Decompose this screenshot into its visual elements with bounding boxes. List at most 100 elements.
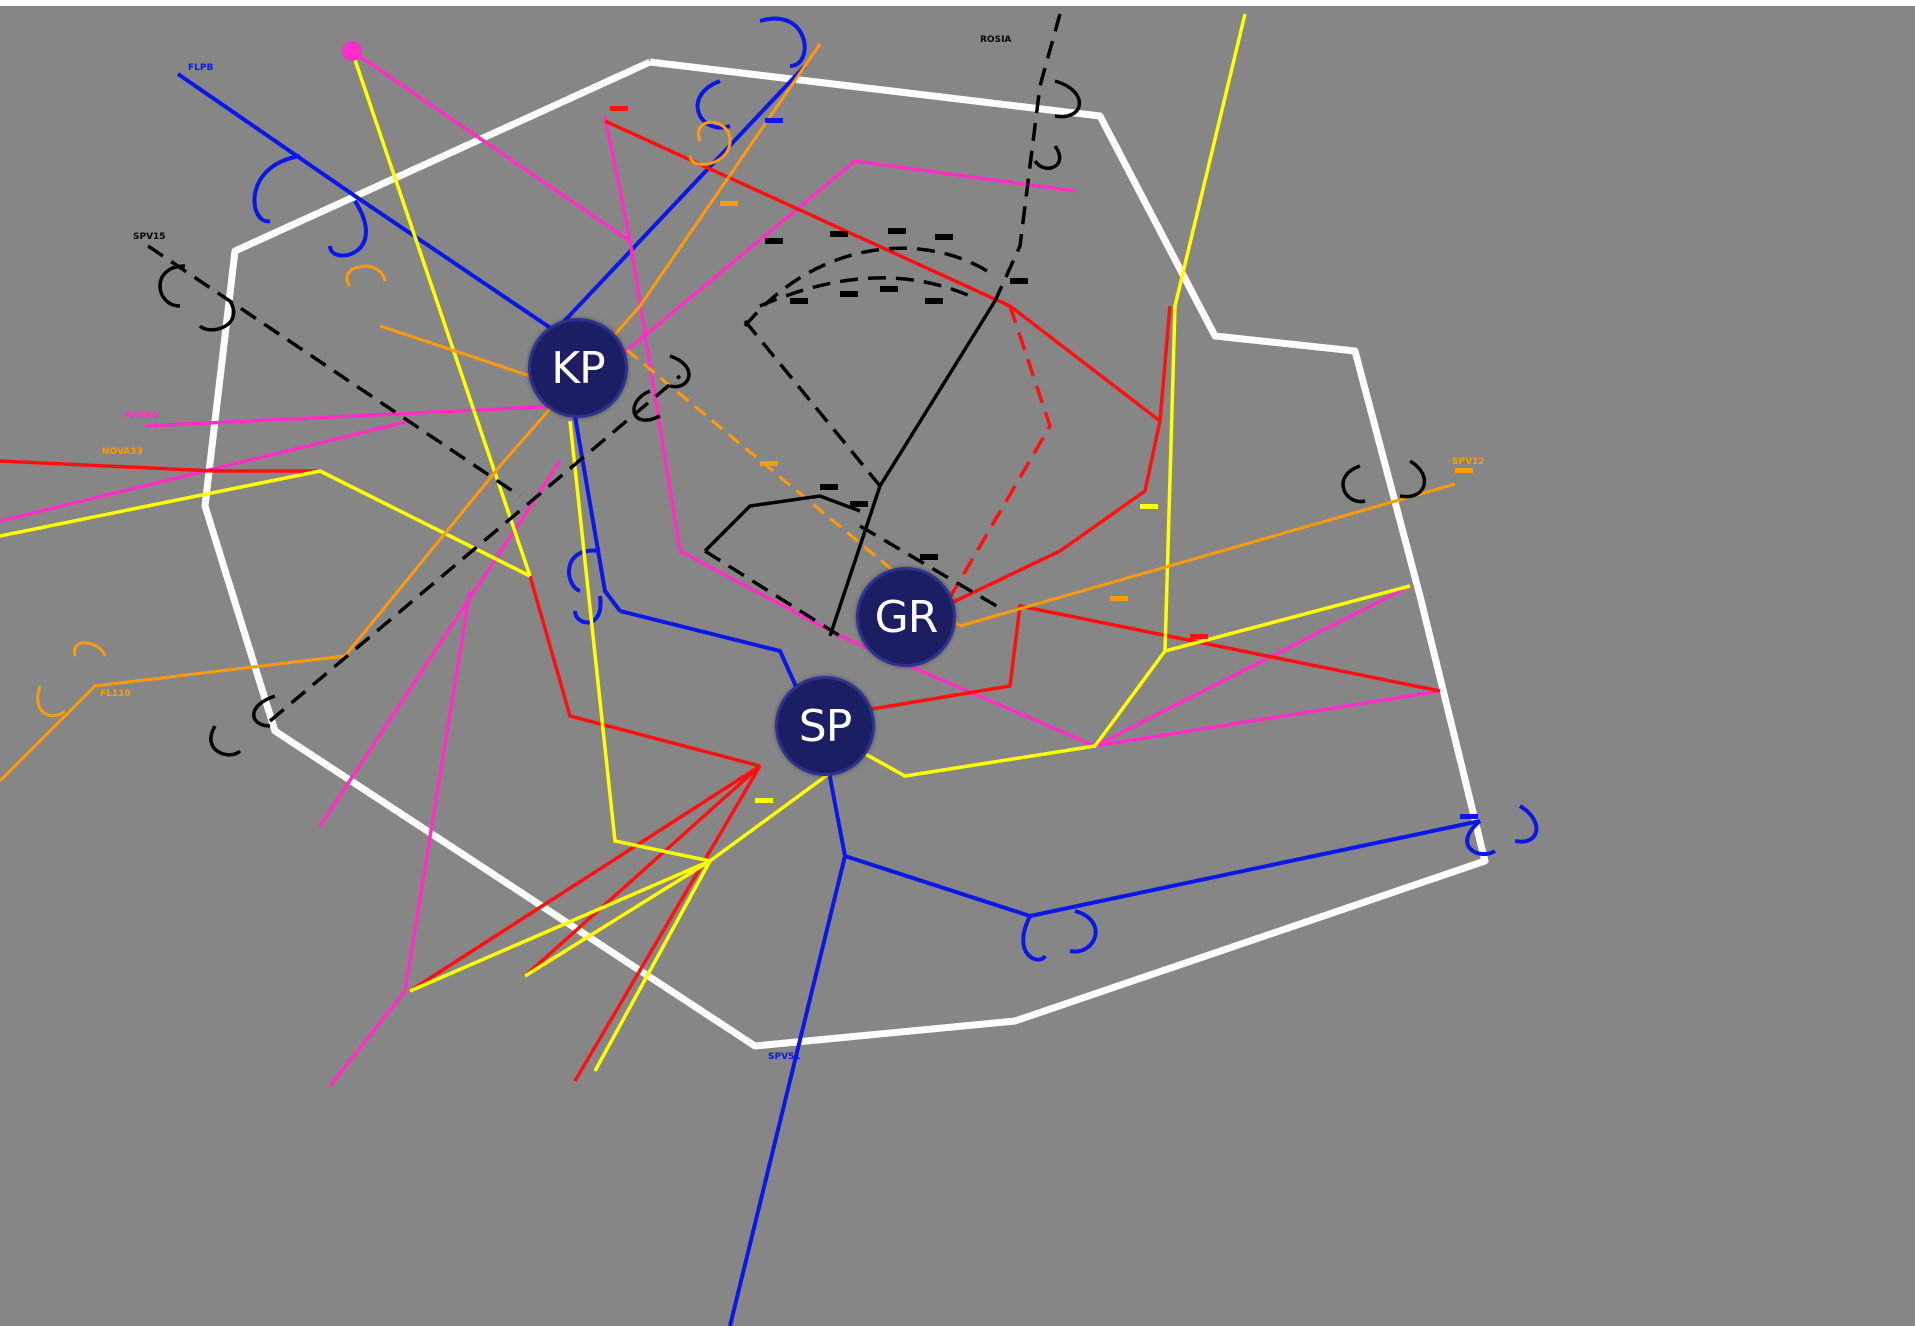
yellow-routes [0, 13, 1411, 1072]
waypoint-black-2 [830, 231, 848, 237]
fix-label-spv12: SPV12 [1452, 457, 1485, 467]
hub-marker-kp[interactable]: KP [528, 318, 628, 418]
black-route-east-dash [859, 524, 1006, 613]
waypoint-red-1 [610, 106, 628, 111]
blue-route-east [844, 819, 1481, 919]
waypoint-red-2 [1190, 634, 1208, 639]
yellow-route-south [568, 420, 711, 863]
waypoints [342, 41, 1478, 819]
hub-label: SP [798, 700, 852, 752]
fix-label-spv15: SPV15 [133, 232, 166, 242]
red-route-ne [1158, 305, 1172, 422]
waypoint-orange-2 [760, 461, 778, 466]
blue-hold-2 [328, 199, 368, 258]
waypoint-black-1 [765, 238, 783, 244]
waypoint-black-3 [888, 228, 906, 234]
black-route-diag-dash [743, 319, 882, 488]
red-route-dash [943, 305, 1052, 607]
blue-routes [176, 16, 1539, 1326]
waypoint-yellow-2 [755, 798, 773, 803]
orange-hold-1 [688, 120, 732, 166]
magenta-route-west [144, 159, 1076, 428]
yellow-route-sw3 [593, 860, 712, 1072]
black-hold-3 [632, 389, 661, 422]
magenta-routes [0, 49, 1441, 1088]
sector-boundary [201, 58, 1489, 1050]
black-arc-outer-dash [743, 246, 996, 328]
red-route-sw1 [409, 764, 761, 993]
blue-hold-6 [573, 595, 603, 625]
waypoint-orange-4 [1455, 468, 1473, 473]
magenta-route-top [351, 49, 631, 243]
blue-hold-8 [1069, 909, 1098, 954]
black-hold-9 [252, 694, 276, 728]
route-chart: FLPB RA66G NOVA33 FL110 SPV15 SPV51 SPV1… [0, 13, 1539, 1326]
red-routes [0, 119, 1441, 1082]
fix-label-nova33: NOVA33 [102, 447, 143, 457]
waypoint-black-11 [850, 501, 868, 507]
red-route-north [604, 119, 1162, 608]
orange-route-east [959, 482, 1456, 628]
fix-label-ra66g: RA66G [125, 411, 159, 421]
yellow-route-nw [350, 50, 532, 577]
waypoint-black-7 [925, 298, 943, 304]
orange-hold-2 [345, 264, 387, 287]
black-hold-5 [1054, 79, 1082, 119]
waypoint-black-5 [1010, 278, 1028, 284]
blue-hold-10 [1514, 804, 1539, 844]
waypoint-black-8 [840, 291, 858, 297]
fix-label-flpb: FLPB [188, 63, 213, 73]
hub-marker-sp[interactable]: SP [775, 676, 875, 776]
blue-hold-7 [1021, 915, 1047, 962]
waypoint-blue-1 [765, 118, 783, 123]
black-hold-2 [198, 300, 236, 332]
black-route-sw-dash [268, 374, 682, 723]
waypoint-black-10 [820, 484, 838, 490]
yellow-route-west [0, 469, 531, 578]
black-hold-10 [209, 725, 242, 757]
magenta-route-north [603, 115, 1441, 748]
blue-hold-1 [252, 154, 301, 224]
hub-label: KP [551, 342, 605, 394]
magenta-route-ne [1094, 584, 1411, 748]
waypoint-orange-3 [1110, 596, 1128, 601]
red-route-east [859, 603, 1441, 713]
waypoint-blue-2 [1460, 814, 1478, 819]
yellow-route-ne [1163, 13, 1247, 652]
waypoint-black-12 [920, 554, 938, 560]
black-hold-6 [1033, 144, 1062, 170]
orange-route-nw [0, 43, 822, 783]
fix-label-spv51: SPV51 [768, 1052, 801, 1062]
orange-hold-4 [36, 685, 67, 718]
red-route-west [0, 459, 320, 473]
blue-route-south [728, 855, 847, 1326]
black-route-center [828, 300, 997, 637]
black-route-nw-dash [147, 244, 521, 498]
fix-label-fl110: FL110 [100, 689, 131, 699]
magenta-route-s2 [403, 590, 472, 992]
blue-hold-5 [567, 548, 601, 593]
black-route-low-dash [704, 549, 841, 638]
hub-marker-gr[interactable]: GR [856, 567, 956, 667]
waypoint-yellow-1 [1140, 504, 1158, 509]
waypoint-black-4 [935, 234, 953, 240]
red-route-sw2 [523, 764, 762, 978]
blue-hold-4 [695, 79, 731, 130]
black-hold-8 [1399, 459, 1427, 499]
red-route-sw3 [573, 765, 762, 1082]
hub-label: GR [874, 591, 939, 643]
waypoint-black-9 [790, 298, 808, 304]
orange-hold-3 [73, 641, 107, 657]
black-route-arc-low [703, 494, 861, 553]
fix-labels: FLPB RA66G NOVA33 FL110 SPV15 SPV51 SPV1… [100, 35, 1485, 1062]
black-route-north-dash [993, 13, 1062, 302]
magenta-route-s3 [328, 989, 407, 1088]
blue-hold-3 [759, 16, 807, 68]
yellow-route-sw2 [524, 859, 711, 978]
red-route-south [528, 575, 761, 768]
black-hold-7 [1341, 464, 1366, 504]
blue-route-ne [553, 64, 807, 333]
fix-label-rosia: ROSIA [980, 35, 1011, 45]
black-hold-1 [158, 264, 186, 308]
waypoint-black-6 [880, 286, 898, 292]
